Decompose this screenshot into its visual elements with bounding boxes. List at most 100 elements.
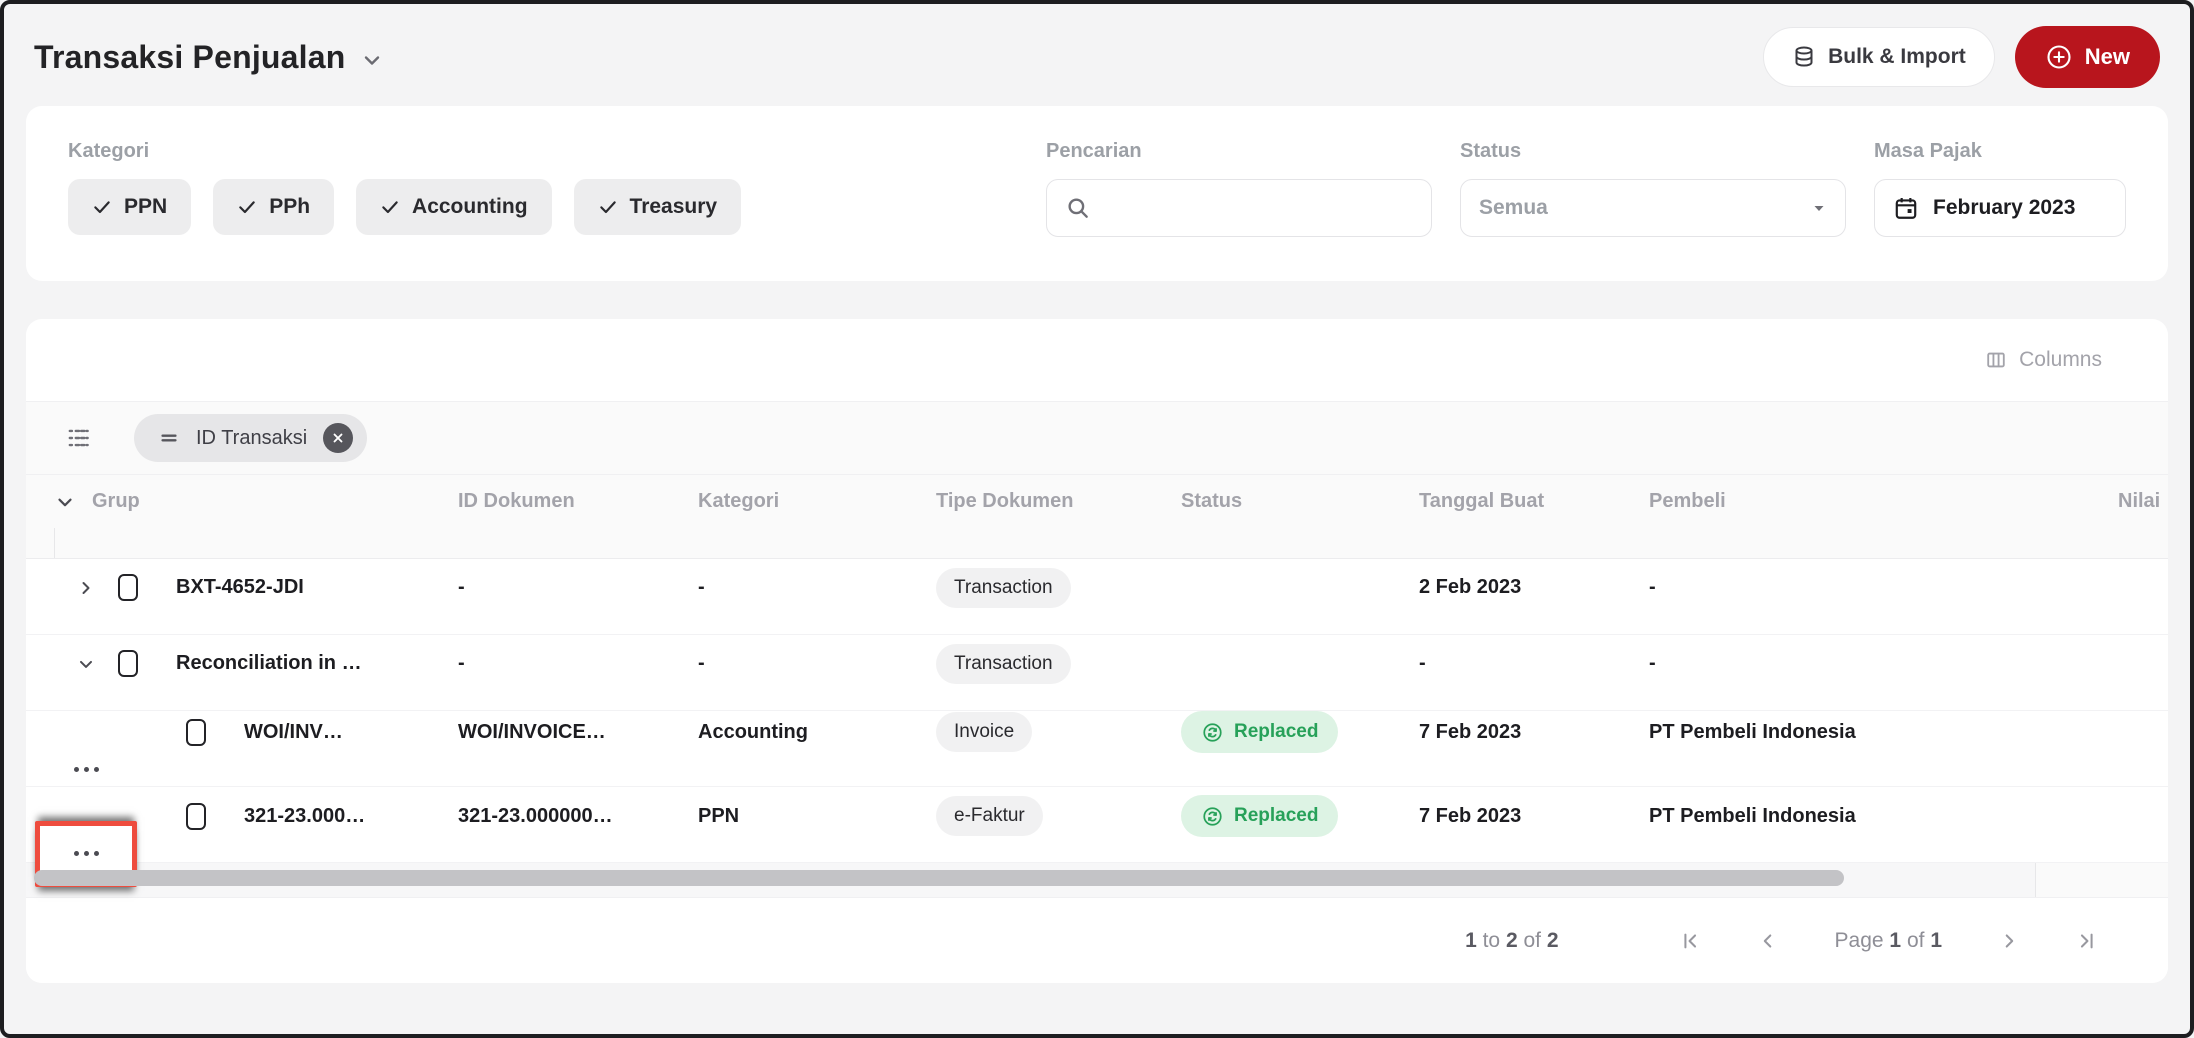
scrollbar-thumb[interactable] (34, 870, 1844, 886)
kategori-value: - (698, 652, 705, 675)
prev-page-button[interactable] (1751, 924, 1785, 958)
id-dokumen-value: 321-23.000000… (458, 804, 613, 827)
check-icon (382, 201, 398, 214)
bulk-import-button[interactable]: Bulk & Import (1763, 27, 1995, 87)
scrollbar-track[interactable] (26, 863, 2035, 897)
header-tanggal-buat[interactable]: Tanggal Buat (1419, 490, 1545, 512)
kategori-chip-label: PPN (124, 195, 168, 218)
header-tipe-dokumen[interactable]: Tipe Dokumen (936, 490, 1074, 512)
status-label: Replaced (1234, 721, 1319, 742)
header-nilai[interactable]: Nilai (2118, 490, 2161, 512)
first-page-button[interactable] (1673, 924, 1707, 958)
next-page-button[interactable] (1992, 924, 2026, 958)
kategori-chip-label: Treasury (629, 195, 718, 218)
status-select[interactable]: Semua (1460, 179, 1846, 237)
tanggal-buat-value: 7 Feb 2023 (1419, 720, 1522, 743)
kategori-chip-treasury[interactable]: Treasury (573, 179, 742, 235)
refresh-icon (1203, 807, 1222, 826)
masa-pajak-picker[interactable]: February 2023 (1874, 179, 2126, 237)
new-button[interactable]: New (2014, 26, 2160, 88)
table-row[interactable]: WOI/INV… WOI/INVOICE… Accounting Invoice… (26, 711, 2168, 787)
rows-range-text: 1 to 2 of 2 (1465, 928, 1559, 952)
kategori-value: PPN (698, 804, 740, 827)
search-field (1046, 179, 1432, 237)
horizontal-scrollbar (26, 863, 2168, 897)
kategori-chip-label: Accounting (412, 195, 528, 218)
header-id-dokumen[interactable]: ID Dokumen (458, 490, 575, 512)
masa-pajak-value: February 2023 (1933, 196, 2076, 219)
header-kategori[interactable]: Kategori (698, 490, 780, 512)
group-by-bar: ID Transaksi (26, 401, 2168, 475)
header-grup[interactable]: Grup (92, 490, 140, 512)
status-badge-replaced: Replaced (1181, 711, 1339, 753)
grup-value: BXT-4652-JDI (176, 576, 304, 599)
database-icon (1792, 45, 1816, 69)
table-row[interactable]: BXT-4652-JDI - - Transaction 2 Feb 2023 … (26, 559, 2168, 635)
chevron-down-icon (360, 48, 384, 72)
kategori-label: Kategori (68, 140, 150, 162)
kategori-chip-accounting[interactable]: Accounting (356, 179, 552, 235)
id-dokumen-value: WOI/INVOICE… (458, 720, 606, 743)
tanggal-buat-value: 7 Feb 2023 (1419, 804, 1522, 827)
kategori-chip-ppn[interactable]: PPN (68, 179, 192, 235)
caret-down-icon (1811, 200, 1827, 216)
group-chip-id-transaksi[interactable]: ID Transaksi (134, 414, 368, 462)
check-icon (239, 201, 255, 214)
grup-value: Reconciliation in … (176, 652, 362, 675)
pencarian-label: Pencarian (1046, 140, 1142, 162)
pembeli-value: PT Pembeli Indonesia (1649, 804, 1856, 827)
kategori-chips: PPN PPh Accounting Treasury (68, 179, 742, 235)
equals-icon (158, 427, 180, 449)
check-icon (94, 201, 110, 214)
id-dokumen-value: - (458, 652, 465, 675)
grup-value: WOI/INV… (244, 720, 343, 743)
table-footer: 1 to 2 of 2 Page 1 of 1 (26, 897, 2168, 983)
bulk-import-label: Bulk & Import (1828, 45, 1966, 68)
table-row[interactable]: 321-23.000… 321-23.000000… PPN e-Faktur … (26, 787, 2168, 887)
id-dokumen-value: - (458, 576, 465, 599)
row-checkbox[interactable] (186, 802, 206, 830)
columns-icon (1985, 349, 2007, 371)
tipe-dokumen-badge: e-Faktur (936, 796, 1043, 837)
status-value: Semua (1479, 196, 1548, 219)
chip-close-icon[interactable] (323, 423, 354, 453)
collapse-row-icon[interactable] (54, 654, 118, 674)
check-icon (599, 201, 616, 214)
status-badge-replaced: Replaced (1181, 795, 1339, 838)
row-checkbox[interactable] (118, 574, 138, 602)
tipe-dokumen-badge: Transaction (936, 643, 1071, 684)
pembeli-value: - (1649, 652, 1656, 675)
kategori-chip-pph[interactable]: PPh (213, 179, 335, 235)
group-by-icon[interactable] (66, 425, 92, 451)
expand-row-icon[interactable] (54, 578, 118, 598)
row-actions-button[interactable] (64, 837, 109, 870)
kategori-value: Accounting (698, 720, 808, 743)
columns-button[interactable]: Columns (1985, 348, 2102, 372)
tanggal-buat-value: 2 Feb 2023 (1419, 576, 1522, 599)
group-chip-label: ID Transaksi (196, 426, 308, 449)
filter-panel: Kategori PPN PPh Accounting Treasury Pen… (26, 106, 2168, 281)
table-header-row: Grup ID Dokumen Kategori Tipe Dokumen St… (26, 475, 2168, 559)
kategori-chip-label: PPh (269, 195, 311, 218)
transactions-table-card: Columns ID Transaksi Grup ID Dokumen Kat… (26, 319, 2168, 983)
pembeli-value: PT Pembeli Indonesia (1649, 720, 1856, 743)
row-checkbox[interactable] (186, 718, 206, 746)
pembeli-value: - (1649, 576, 1656, 599)
top-bar: Transaksi Penjualan Bulk & Import New (4, 4, 2190, 106)
expand-all-chevron-icon[interactable] (54, 491, 76, 513)
page-title-dropdown[interactable]: Transaksi Penjualan (34, 39, 384, 76)
tipe-dokumen-badge: Invoice (936, 712, 1033, 752)
tanggal-buat-value: - (1419, 652, 1426, 675)
row-actions-button[interactable] (64, 753, 109, 786)
table-row[interactable]: Reconciliation in … - - Transaction - - (26, 635, 2168, 711)
last-page-button[interactable] (2070, 924, 2104, 958)
refresh-icon (1203, 722, 1222, 742)
search-input[interactable] (1103, 196, 1413, 220)
new-label: New (2084, 44, 2130, 69)
header-pembeli[interactable]: Pembeli (1649, 490, 1726, 512)
status-label: Status (1460, 140, 1522, 162)
tipe-dokumen-badge: Transaction (936, 567, 1071, 608)
header-status[interactable]: Status (1181, 490, 1243, 512)
status-label: Replaced (1234, 805, 1319, 827)
row-checkbox[interactable] (118, 650, 138, 678)
